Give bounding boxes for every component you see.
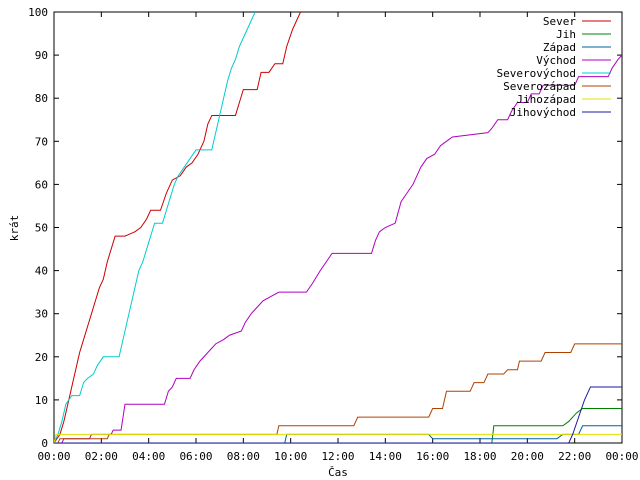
y-tick-label: 20 (35, 351, 48, 364)
x-tick-label: 20:00 (511, 450, 544, 463)
series-line-4 (54, 54, 622, 443)
x-tick-label: 16:00 (416, 450, 449, 463)
legend-label: Jihozápad (516, 93, 576, 106)
y-tick-label: 100 (28, 6, 48, 19)
y-tick-label: 30 (35, 308, 48, 321)
x-axis-title: Čas (328, 466, 348, 479)
series-line-5 (54, 12, 256, 443)
series-line-7 (54, 433, 622, 443)
series-lines (54, 12, 622, 443)
series-line-1 (54, 12, 301, 443)
legend-label: Severovýchod (497, 67, 576, 80)
y-axis-title: krát (8, 215, 21, 242)
y-tick-label: 0 (41, 437, 48, 450)
x-tick-label: 02:00 (85, 450, 118, 463)
x-tick-label: 14:00 (369, 450, 402, 463)
x-tick-label: 00:00 (605, 450, 638, 463)
legend-label: Západ (543, 41, 576, 54)
y-tick-label: 40 (35, 265, 48, 278)
series-line-8 (54, 386, 622, 443)
legend-label: Jihovýchod (510, 106, 576, 119)
series-line-3 (54, 425, 622, 443)
x-tick-label: 04:00 (132, 450, 165, 463)
legend-label: Severozápad (503, 80, 576, 93)
x-tick-label: 00:00 (37, 450, 70, 463)
x-tick-label: 10:00 (274, 450, 307, 463)
y-tick-label: 50 (35, 222, 48, 235)
y-tick-label: 80 (35, 92, 48, 105)
x-tick-label: 12:00 (321, 450, 354, 463)
y-tick-label: 60 (35, 178, 48, 191)
legend-label: Sever (543, 15, 576, 28)
legend-label: Jih (556, 28, 576, 41)
x-tick-label: 08:00 (227, 450, 260, 463)
legend-label: Východ (536, 54, 576, 67)
x-tick-label: 22:00 (558, 450, 591, 463)
legend: SeverJihZápadVýchodSeverovýchodSeverozáp… (497, 15, 611, 119)
axis-ticks: 0 10 20 30 40 50 60 70 80 90 100 00:00 02:00 04:00 06:… (28, 6, 638, 463)
y-tick-label: 90 (35, 49, 48, 62)
y-tick-label: 10 (35, 394, 48, 407)
y-tick-label: 70 (35, 135, 48, 148)
x-tick-label: 18:00 (463, 450, 496, 463)
x-tick-label: 06:00 (179, 450, 212, 463)
series-line-6 (54, 343, 622, 443)
